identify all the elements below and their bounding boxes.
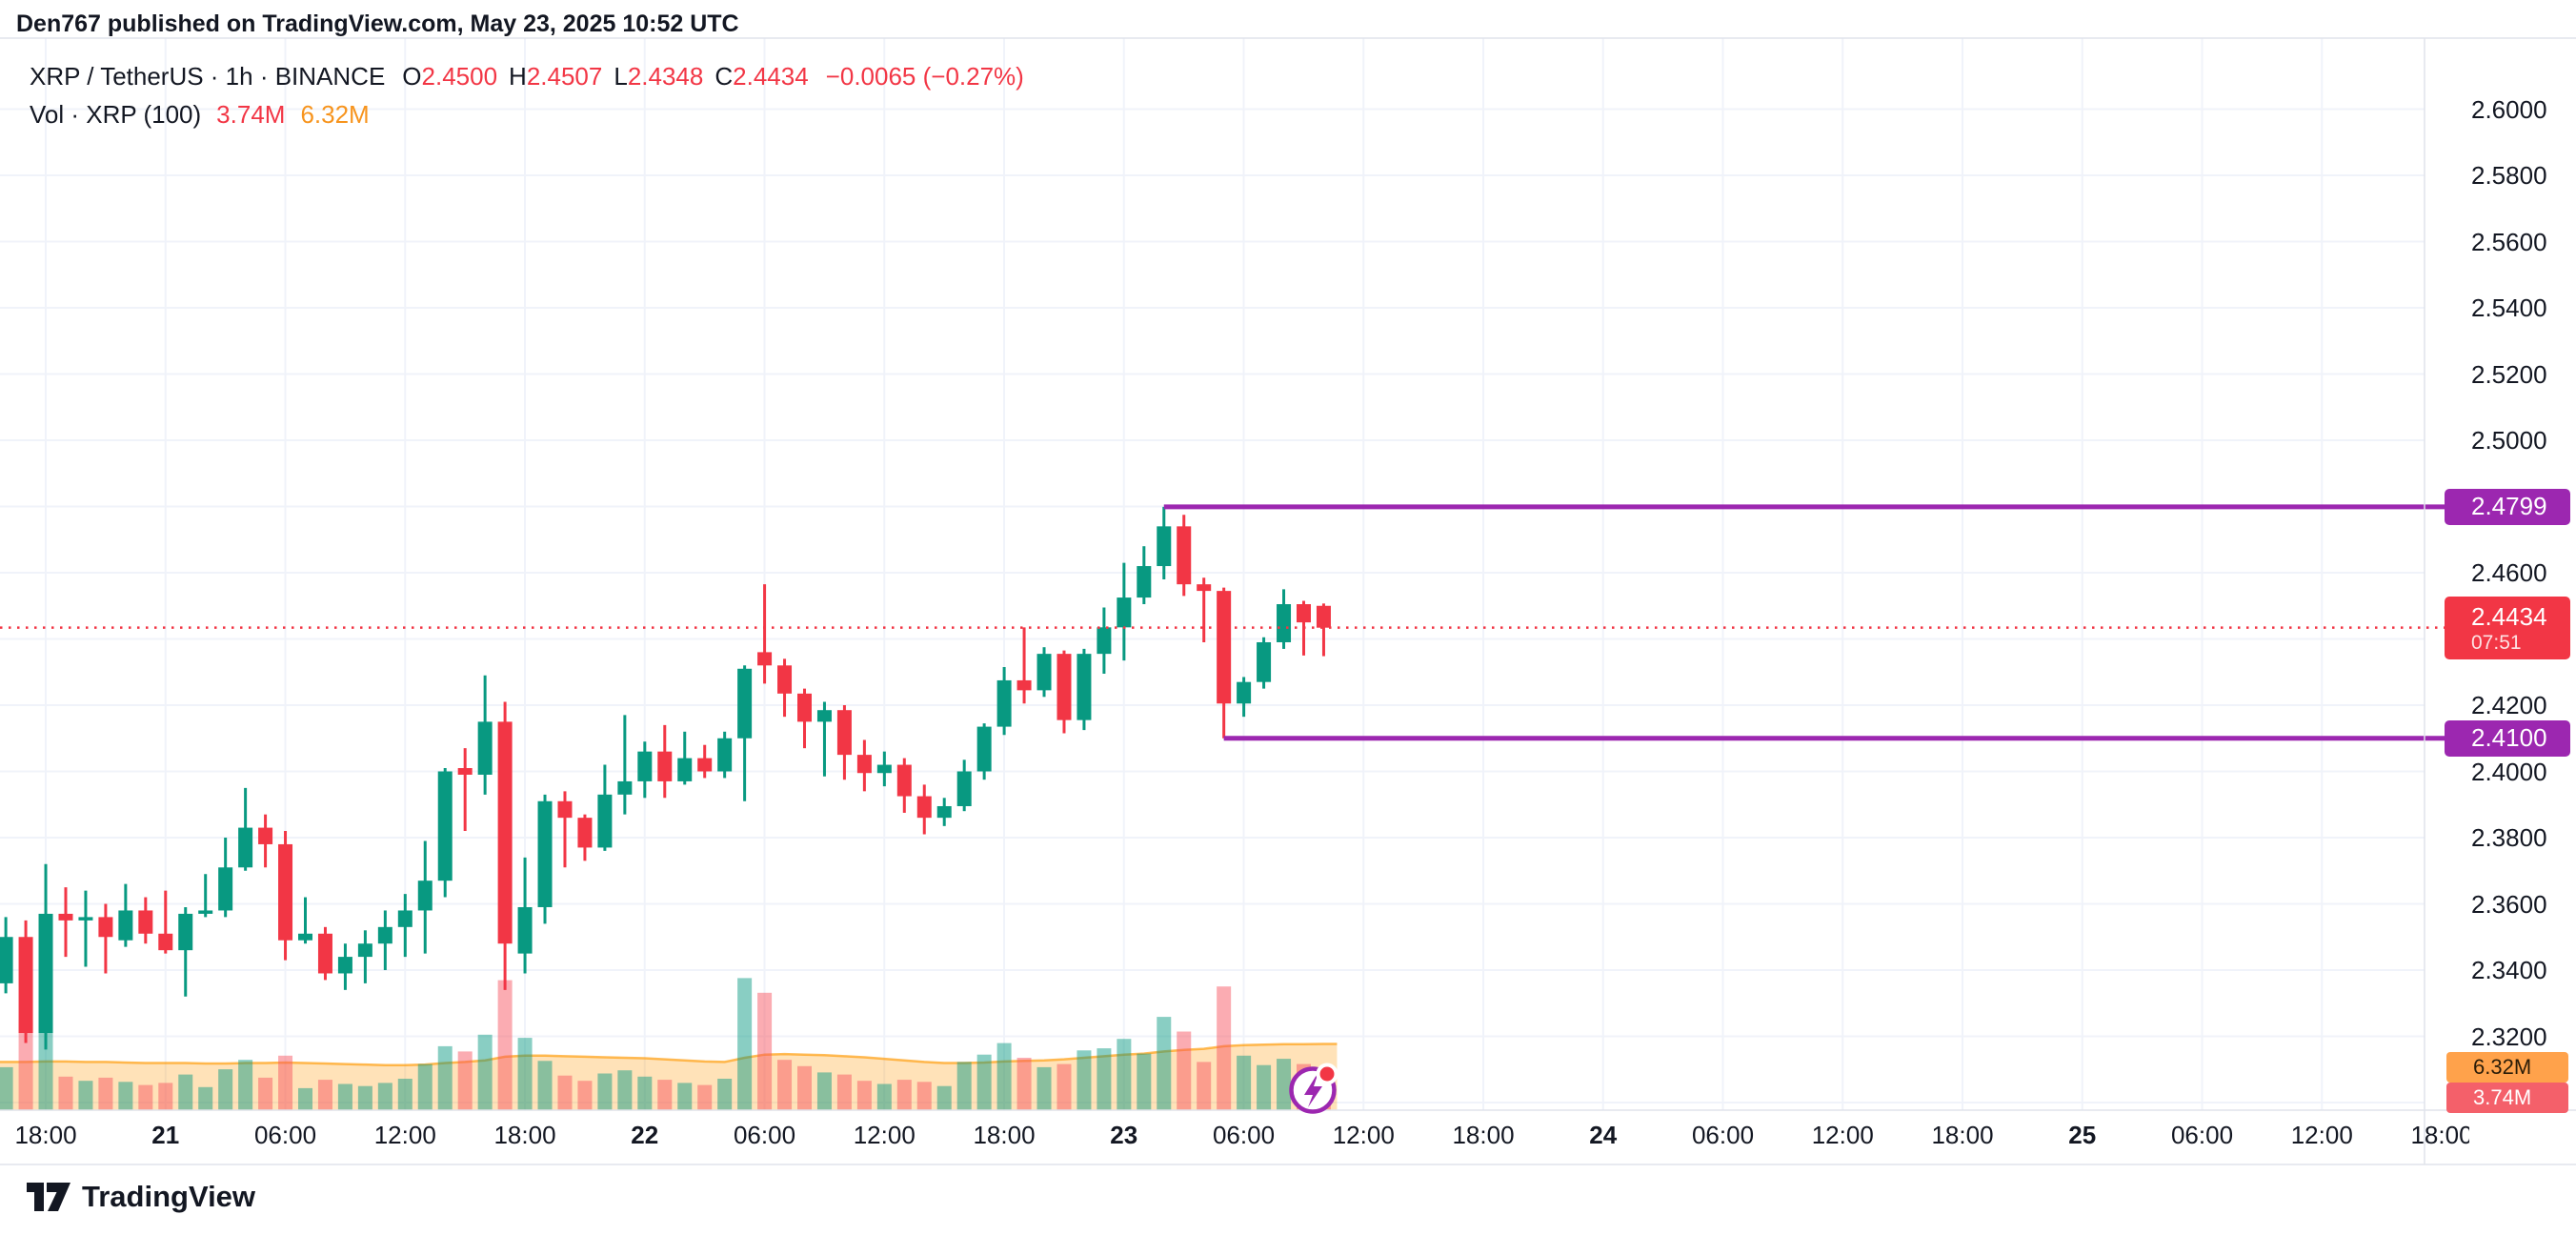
legend-low-value: 2.4348 — [627, 62, 704, 91]
legend-open-value: 2.4500 — [421, 62, 498, 91]
price-tick-label: 2.4600 — [2471, 558, 2547, 587]
price-label-resistance: 2.4799 — [2445, 488, 2570, 525]
time-tick-label: 18:00 — [973, 1121, 1036, 1149]
price-label-support: 2.4100 — [2445, 719, 2570, 757]
legend-volume-ma: 6.32M — [300, 100, 370, 129]
volume-ma-label: 6.32M — [2446, 1052, 2568, 1083]
lightning-bolt-icon — [1289, 1063, 1338, 1114]
price-tick-label: 2.3800 — [2471, 823, 2547, 852]
time-tick-label: 18:00 — [2410, 1121, 2469, 1149]
price-label-last: 2.4434 07:51 — [2445, 596, 2570, 659]
price-tick-label: 2.5000 — [2471, 426, 2547, 455]
time-tick-label: 18:00 — [14, 1121, 77, 1149]
volume-ma-value: 6.32M — [2473, 1055, 2532, 1079]
price-tick-label: 2.3200 — [2471, 1022, 2547, 1051]
tradingview-logo-icon — [27, 1183, 70, 1211]
time-tick-label: 18:00 — [1931, 1121, 1994, 1149]
time-tick-label: 06:00 — [253, 1121, 317, 1149]
legend-change: −0.0065 (−0.27%) — [825, 62, 1024, 91]
price-tick-label: 2.4000 — [2471, 757, 2547, 786]
time-tick-label: 06:00 — [1691, 1121, 1755, 1149]
volume-current-value: 3.74M — [2473, 1085, 2532, 1109]
time-tick-label: 06:00 — [1212, 1121, 1276, 1149]
time-tick-label: 24 — [1589, 1121, 1618, 1149]
price-tick-label: 2.6000 — [2471, 94, 2547, 124]
legend-symbol: XRP / TetherUS · 1h · BINANCE — [30, 62, 386, 91]
legend-symbol-row: XRP / TetherUS · 1h · BINANCE O2.4500 H2.4… — [30, 57, 1024, 95]
price-tick-label: 2.5800 — [2471, 161, 2547, 190]
time-tick-label: 21 — [151, 1121, 180, 1149]
time-tick-label: 12:00 — [1811, 1121, 1874, 1149]
legend-high-label: H — [509, 62, 527, 91]
time-tick-label: 06:00 — [733, 1121, 796, 1149]
attribution-text: Den767 published on TradingView.com, May… — [16, 10, 739, 37]
price-tick-label: 2.5400 — [2471, 294, 2547, 322]
time-axis[interactable]: 18:00 21 06:00 12:00 18:00 22 06:00 12:00 18:00 2… — [0, 1113, 2469, 1157]
legend-close-label: C — [714, 62, 734, 91]
time-tick-label: 18:00 — [1452, 1121, 1515, 1149]
time-tick-label: 12:00 — [373, 1121, 436, 1149]
time-tick-label: 06:00 — [2170, 1121, 2234, 1149]
time-tick-label: 23 — [1110, 1121, 1138, 1149]
time-tick-label: 18:00 — [493, 1121, 556, 1149]
bar-countdown: 07:51 — [2471, 631, 2522, 654]
time-tick-label: 12:00 — [2290, 1121, 2353, 1149]
legend-open-label: O — [402, 62, 422, 91]
price-tick-label: 2.3600 — [2471, 889, 2547, 919]
price-tick-label: 2.5200 — [2471, 359, 2547, 389]
legend-volume-row: Vol · XRP (100) 3.74M 6.32M — [30, 95, 1024, 133]
volume-current-label: 3.74M — [2446, 1083, 2568, 1113]
legend-volume-label: Vol · XRP (100) — [30, 100, 202, 129]
legend-volume-current: 3.74M — [216, 100, 286, 129]
support-price-value: 2.4100 — [2471, 723, 2547, 753]
legend-high-value: 2.4507 — [526, 62, 603, 91]
time-tick-label: 25 — [2068, 1121, 2097, 1149]
legend-low-label: L — [614, 62, 628, 91]
price-tick-label: 2.4200 — [2471, 691, 2547, 719]
last-price-value: 2.4434 — [2471, 601, 2547, 631]
legend-close-value: 2.4434 — [733, 62, 809, 91]
time-tick-label: 12:00 — [853, 1121, 916, 1149]
time-tick-label: 22 — [631, 1121, 659, 1149]
resistance-price-value: 2.4799 — [2471, 492, 2547, 521]
boost-badge[interactable] — [1281, 1057, 1344, 1120]
price-tick-label: 2.5600 — [2471, 227, 2547, 256]
price-tick-label: 2.3400 — [2471, 956, 2547, 984]
tradingview-logo-text: TradingView — [82, 1180, 256, 1213]
time-tick-label: 12:00 — [1332, 1121, 1395, 1149]
tradingview-logo[interactable]: TradingView — [27, 1180, 255, 1214]
chart-legend: XRP / TetherUS · 1h · BINANCE O2.4500 H2.4… — [30, 57, 1024, 133]
